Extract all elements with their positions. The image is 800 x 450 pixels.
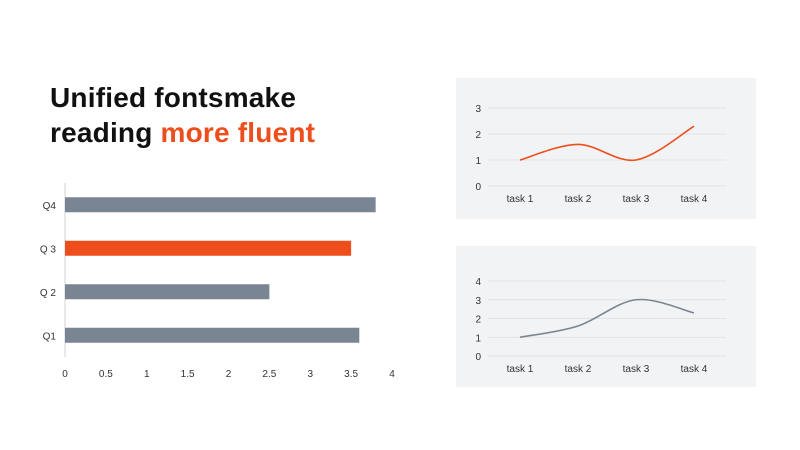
x-tick-label: task 2: [565, 364, 592, 375]
title-line-2: reading more fluent: [50, 115, 315, 150]
y-tick-label: Q1: [43, 331, 57, 342]
x-tick-label: task 4: [681, 364, 708, 375]
x-tick-label: task 4: [681, 194, 708, 205]
line-chart-1-panel: [456, 78, 756, 219]
x-tick-label: task 1: [507, 194, 534, 205]
y-tick-label: 0: [475, 182, 481, 193]
y-tick-label: 2: [475, 315, 481, 326]
series-line: [519, 125, 695, 162]
y-tick-label: 3: [475, 296, 481, 307]
x-tick-label: 2.5: [262, 369, 276, 380]
y-tick-label: 1: [475, 333, 481, 344]
x-tick-label: task 1: [507, 364, 534, 375]
title-line-1: Unified fontsmake: [50, 82, 297, 113]
y-tick-label: Q 3: [40, 244, 57, 255]
x-tick-label: 2: [226, 369, 232, 380]
y-tick-label: Q 2: [40, 288, 57, 299]
y-tick-label: 4: [475, 277, 481, 288]
y-tick-label: 0: [475, 352, 481, 363]
title-highlight: more fluent: [160, 117, 316, 148]
series-line: [519, 298, 695, 339]
y-tick-label: Q4: [43, 201, 57, 212]
bar-q4: [65, 197, 376, 213]
bar-q1: [65, 327, 360, 343]
x-tick-label: 0: [62, 369, 68, 380]
x-tick-label: 3: [307, 369, 313, 380]
bar-q3: [65, 240, 352, 256]
x-tick-label: 0.5: [99, 369, 113, 380]
x-tick-label: task 3: [623, 194, 650, 205]
x-tick-label: task 3: [623, 364, 650, 375]
x-tick-label: 1.5: [181, 369, 195, 380]
x-tick-label: task 2: [565, 194, 592, 205]
y-tick-label: 1: [475, 156, 481, 167]
title-line-2-prefix: reading: [50, 117, 153, 148]
page-title: Unified fontsmake reading more fluent: [50, 80, 315, 150]
y-tick-label: 3: [475, 104, 481, 115]
x-tick-label: 4: [389, 369, 395, 380]
y-tick-label: 2: [475, 130, 481, 141]
bar-q2: [65, 284, 270, 300]
line-chart-2-panel: [456, 246, 756, 387]
x-tick-label: 3.5: [344, 369, 358, 380]
x-tick-label: 1: [144, 369, 150, 380]
